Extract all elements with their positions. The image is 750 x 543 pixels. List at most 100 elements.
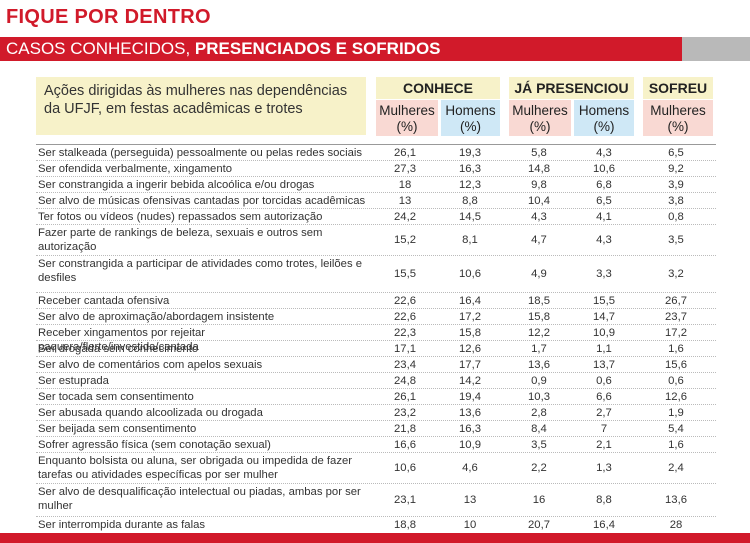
row-value: 10,9 bbox=[459, 439, 481, 451]
row-value: 0,9 bbox=[531, 375, 547, 387]
subheader-unit: (%) bbox=[460, 119, 481, 134]
row-value: 13,7 bbox=[593, 359, 615, 371]
table-row: Ter fotos ou vídeos (nudes) repassados s… bbox=[36, 210, 716, 225]
subheader-presenciou-homens: Homens (%) bbox=[574, 100, 634, 136]
row-separator bbox=[36, 516, 716, 517]
table-row: Ser constrangida a participar de ativida… bbox=[36, 257, 716, 293]
row-value: 26,1 bbox=[394, 147, 416, 159]
row-value: 12,2 bbox=[528, 327, 550, 339]
row-label: Ser tocada sem consentimento bbox=[38, 391, 194, 403]
row-value: 14,2 bbox=[459, 375, 481, 387]
subheader-unit: (%) bbox=[667, 119, 689, 134]
row-value: 8,1 bbox=[462, 234, 478, 246]
row-value: 12,6 bbox=[665, 391, 687, 403]
banner-title-part1: CASOS CONHECIDOS, bbox=[6, 39, 195, 58]
row-value: 6,5 bbox=[596, 195, 612, 207]
row-separator bbox=[36, 292, 716, 293]
row-value: 13,6 bbox=[665, 494, 687, 506]
row-value: 12,3 bbox=[459, 179, 481, 191]
row-value: 10,4 bbox=[528, 195, 550, 207]
row-value: 10,3 bbox=[528, 391, 550, 403]
row-label: Ser ofendida verbalmente, xingamento bbox=[38, 163, 233, 175]
table-row: Ser interrompida durante as falas 18,8 10 2… bbox=[36, 518, 716, 534]
row-value: 14,8 bbox=[528, 163, 550, 175]
row-label: Ser alvo de músicas ofensivas cantadas p… bbox=[38, 195, 366, 207]
row-value: 4,9 bbox=[531, 268, 547, 280]
row-value: 15,5 bbox=[394, 268, 416, 280]
row-label: Ser alvo de aproximação/abordagem insist… bbox=[38, 311, 275, 323]
row-separator bbox=[36, 176, 716, 177]
row-value: 2,1 bbox=[596, 439, 612, 451]
row-value: 23,7 bbox=[665, 311, 687, 323]
row-value: 0,8 bbox=[668, 211, 684, 223]
table-row: Ser alvo de desqualificação intelectual … bbox=[36, 485, 716, 517]
row-value: 10,6 bbox=[459, 268, 481, 280]
subheader-conhece-homens: Homens (%) bbox=[441, 100, 500, 136]
table-row: Ser stalkeada (perseguida) pessoalmente … bbox=[36, 146, 716, 161]
row-value: 2,8 bbox=[531, 407, 547, 419]
row-value: 3,2 bbox=[668, 268, 684, 280]
table-row: Ser constrangida a ingerir bebida alcoól… bbox=[36, 178, 716, 193]
row-value: 8,8 bbox=[462, 195, 478, 207]
row-separator bbox=[36, 452, 716, 453]
subheader-label: Homens bbox=[578, 103, 630, 118]
row-label: Ser constrangida a participar de ativida… bbox=[38, 258, 363, 284]
row-value: 22,3 bbox=[394, 327, 416, 339]
row-value: 0,6 bbox=[668, 375, 684, 387]
subheader-label: Mulheres bbox=[650, 103, 706, 118]
row-value: 9,8 bbox=[531, 179, 547, 191]
row-separator bbox=[36, 372, 716, 373]
table-row: Receber cantada ofensiva 22,6 16,4 18,5 15,5… bbox=[36, 294, 716, 309]
row-value: 18,5 bbox=[528, 295, 550, 307]
table-row: Enquanto bolsista ou aluna, ser obrigada… bbox=[36, 454, 716, 484]
row-value: 7 bbox=[600, 423, 608, 435]
row-separator bbox=[36, 224, 716, 225]
row-value: 14,5 bbox=[459, 211, 481, 223]
subheader-conhece-mulheres: Mulheres (%) bbox=[376, 100, 438, 136]
row-value: 15,8 bbox=[528, 311, 550, 323]
row-label: Ser abusada quando alcoolizada ou drogad… bbox=[38, 407, 263, 419]
table-row: Ser drogada sem conhecimento 17,1 12,6 1,7 1… bbox=[36, 342, 716, 357]
row-value: 15,5 bbox=[593, 295, 615, 307]
row-separator bbox=[36, 340, 716, 341]
row-label: Ser estuprada bbox=[38, 375, 109, 387]
row-label: Receber cantada ofensiva bbox=[38, 295, 170, 307]
row-label: Ser alvo de comentários com apelos sexua… bbox=[38, 359, 263, 371]
row-value: 0,6 bbox=[596, 375, 612, 387]
row-value: 23,1 bbox=[394, 494, 416, 506]
row-value: 22,6 bbox=[394, 311, 416, 323]
table-row: Ser alvo de músicas ofensivas cantadas p… bbox=[36, 194, 716, 209]
row-separator bbox=[36, 483, 716, 484]
banner-grey-block bbox=[682, 37, 750, 61]
subheader-label: Mulheres bbox=[512, 103, 568, 118]
row-value: 4,7 bbox=[531, 234, 547, 246]
row-separator bbox=[36, 308, 716, 309]
row-value: 19,3 bbox=[459, 147, 481, 159]
row-value: 20,7 bbox=[528, 519, 550, 531]
row-value: 23,2 bbox=[394, 407, 416, 419]
row-separator bbox=[36, 404, 716, 405]
row-value: 13,6 bbox=[459, 407, 481, 419]
subheader-label: Mulheres bbox=[379, 103, 435, 118]
banner-title-part2: PRESENCIADOS E SOFRIDOS bbox=[194, 39, 441, 58]
row-value: 24,8 bbox=[394, 375, 416, 387]
table-row: Ser estuprada 24,8 14,2 0,9 0,6 0,6 bbox=[36, 374, 716, 389]
row-value: 17,1 bbox=[394, 343, 416, 355]
table-row: Ser abusada quando alcoolizada ou drogad… bbox=[36, 406, 716, 421]
row-value: 5,8 bbox=[531, 147, 547, 159]
row-value: 16,4 bbox=[593, 519, 615, 531]
row-value: 3,5 bbox=[668, 234, 684, 246]
row-value: 17,2 bbox=[459, 311, 481, 323]
row-separator bbox=[36, 356, 716, 357]
title-banner: CASOS CONHECIDOS, PRESENCIADOS E SOFRIDO… bbox=[0, 37, 750, 61]
row-label: Ser drogada sem conhecimento bbox=[38, 343, 199, 355]
row-value: 15,2 bbox=[394, 234, 416, 246]
table-row: Ser tocada sem consentimento 26,1 19,4 10,3… bbox=[36, 390, 716, 405]
row-separator bbox=[36, 160, 716, 161]
section-kicker: FIQUE POR DENTRO bbox=[6, 6, 211, 28]
table-row: Fazer parte de rankings de beleza, sexua… bbox=[36, 226, 716, 256]
row-separator bbox=[36, 436, 716, 437]
group-header-sofreu: SOFREU bbox=[643, 77, 713, 99]
row-separator bbox=[36, 324, 716, 325]
banner-title: CASOS CONHECIDOS, PRESENCIADOS E SOFRIDO… bbox=[6, 39, 441, 59]
